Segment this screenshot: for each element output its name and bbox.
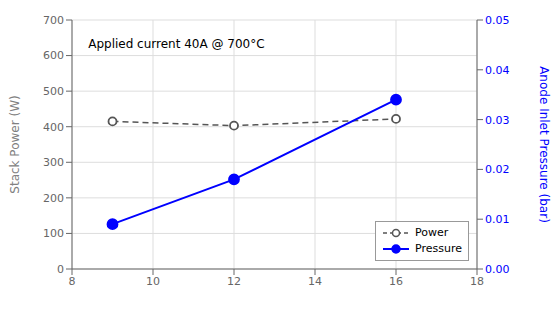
html-text:Pressure: Pressure [415, 242, 462, 255]
svg-text:8: 8 [69, 275, 76, 288]
svg-text:18: 18 [470, 275, 484, 288]
svg-text:0.04: 0.04 [485, 64, 510, 77]
svg-text:12: 12 [227, 275, 241, 288]
svg-text:500: 500 [43, 85, 64, 98]
svg-text:0: 0 [57, 263, 64, 276]
svg-text:0.02: 0.02 [485, 163, 510, 176]
html-text:Applied current 40A @ 700°C: Applied current 40A @ 700°C [88, 37, 265, 52]
svg-text:10: 10 [146, 275, 160, 288]
svg-text:600: 600 [43, 49, 64, 62]
svg-text:0.05: 0.05 [485, 14, 510, 27]
html-text:Power: Power [415, 226, 449, 239]
svg-text:0.00: 0.00 [485, 263, 510, 276]
svg-text:14: 14 [308, 275, 322, 288]
svg-text:0.03: 0.03 [485, 114, 510, 127]
svg-text:400: 400 [43, 121, 64, 134]
svg-text:16: 16 [389, 275, 403, 288]
svg-text:700: 700 [43, 14, 64, 27]
svg-text:Stack Power (W): Stack Power (W) [8, 95, 22, 193]
svg-text:Anode Inlet Pressure (bar): Anode Inlet Pressure (bar) [537, 66, 551, 223]
svg-text:300: 300 [43, 156, 64, 169]
svg-text:0.01: 0.01 [485, 213, 510, 226]
svg-text:200: 200 [43, 192, 64, 205]
svg-text:100: 100 [43, 227, 64, 240]
